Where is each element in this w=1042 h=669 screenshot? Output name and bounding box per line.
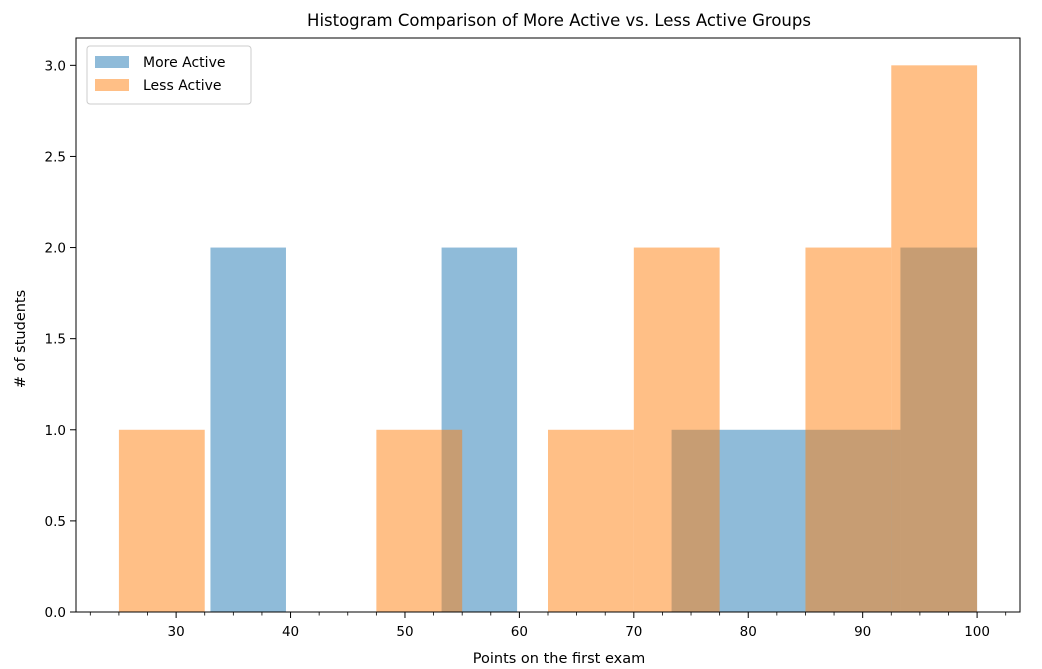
x-tick-label: 80	[740, 624, 757, 640]
y-tick-label: 1.0	[45, 423, 66, 439]
bar-less-active-0	[118, 429, 205, 612]
y-tick-label: 1.5	[45, 332, 66, 348]
bar-more-active-0	[210, 247, 286, 613]
bar-less-active-4	[805, 247, 892, 613]
legend-swatch-less-active	[95, 79, 129, 91]
bar-less-active-2	[548, 429, 634, 612]
y-tick-label: 2.5	[45, 149, 66, 165]
x-tick-label: 100	[964, 624, 990, 640]
bar-less-active-3	[633, 247, 720, 613]
y-tick-label: 3.0	[45, 58, 66, 74]
legend-label-more-active: More Active	[143, 55, 225, 71]
x-tick-label: 50	[396, 624, 413, 640]
bars-layer	[118, 65, 978, 613]
bar-less-active-1	[376, 429, 463, 612]
y-axis-label: # of students	[13, 290, 29, 388]
legend-label-less-active: Less Active	[143, 78, 222, 94]
x-axis-ticks: 30 40 50 60 70 80 90 100	[89, 612, 1007, 640]
legend: More Active Less Active	[86, 45, 252, 105]
x-tick-label: 40	[282, 624, 299, 640]
y-axis-ticks: 0.0 0.5 1.0 1.5 2.0 2.5 3.0	[45, 58, 76, 621]
y-tick-label: 2.0	[45, 241, 66, 257]
x-tick-label: 30	[168, 624, 185, 640]
y-tick-label: 0.5	[45, 514, 66, 530]
x-axis-label: Points on the first exam	[473, 651, 645, 667]
legend-swatch-more-active	[95, 56, 129, 68]
x-tick-label: 90	[854, 624, 871, 640]
x-tick-label: 60	[511, 624, 528, 640]
y-tick-label: 0.0	[45, 605, 66, 621]
bar-less-active-5	[891, 65, 978, 613]
chart-title: Histogram Comparison of More Active vs. …	[307, 11, 811, 30]
x-tick-label: 70	[625, 624, 642, 640]
